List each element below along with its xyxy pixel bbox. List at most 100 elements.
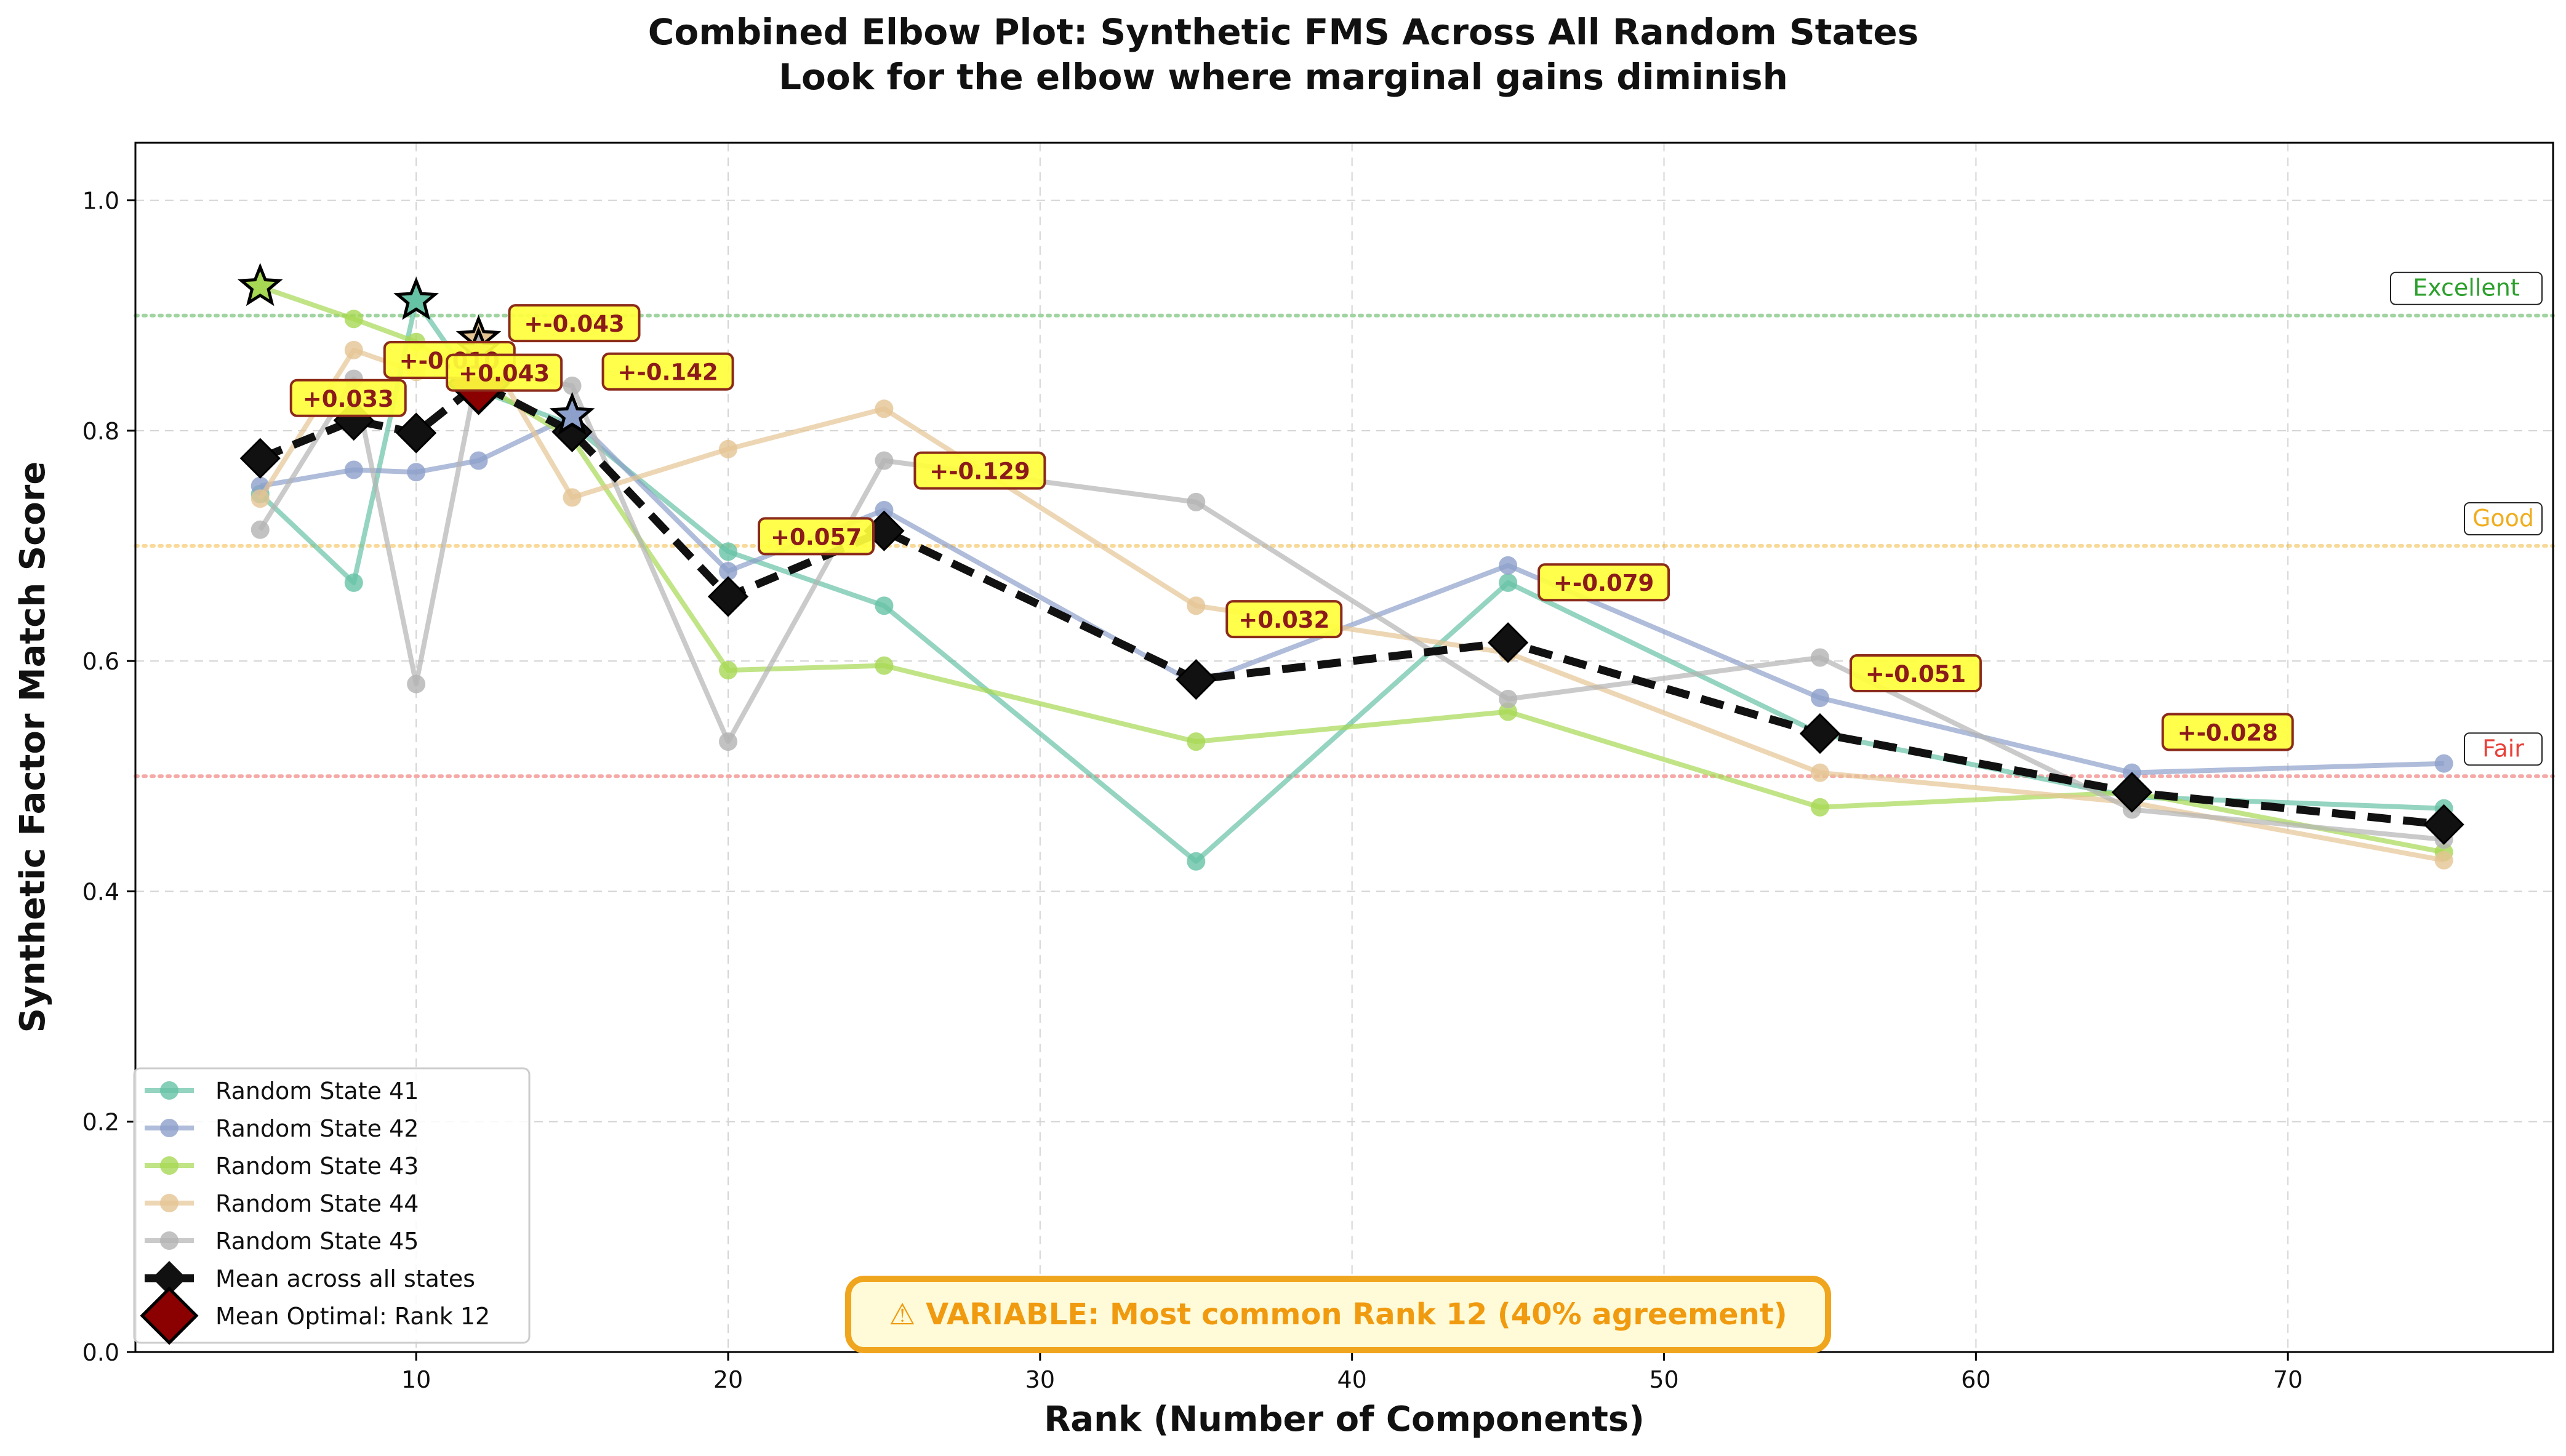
legend-marker — [160, 1119, 178, 1137]
chart-title-line-2: Look for the elbow where marginal gains … — [779, 56, 1788, 98]
delta-label: +-0.051 — [1866, 661, 1966, 687]
delta-label: +-0.028 — [2178, 719, 2278, 746]
series-point — [563, 488, 582, 507]
x-axis-label: Rank (Number of Components) — [1044, 1399, 1645, 1439]
delta-label-box — [913, 451, 1046, 490]
series-point — [2434, 850, 2453, 870]
delta-label-box — [446, 353, 563, 392]
series-point — [1187, 852, 1206, 871]
series-point — [1187, 732, 1206, 751]
y-tick-label: 0.0 — [82, 1339, 119, 1366]
legend-marker — [160, 1081, 178, 1100]
reference-label-good: Good — [2472, 505, 2534, 532]
annotation-text: ⚠ VARIABLE: Most common Rank 12 (40% agr… — [889, 1297, 1787, 1332]
legend-label: Random State 43 — [215, 1153, 419, 1180]
x-tick-label: 30 — [1025, 1366, 1055, 1393]
x-tick-label: 10 — [401, 1366, 431, 1393]
annotation-box-background — [845, 1276, 1831, 1353]
mean-marker — [239, 438, 281, 479]
series-point — [718, 732, 737, 751]
mean-marker — [1176, 658, 1217, 700]
series-point — [1499, 689, 1518, 708]
legend-marker — [160, 1194, 178, 1212]
mean-marker — [2423, 804, 2464, 846]
series-point — [1499, 556, 1518, 575]
y-tick-label: 0.6 — [82, 648, 119, 675]
delta-label: +0.057 — [771, 524, 862, 550]
series-point — [718, 439, 737, 458]
series-point — [344, 573, 363, 592]
delta-label-box — [601, 352, 734, 391]
delta-label: +-0.043 — [524, 311, 624, 337]
variable-warning-annotation: ⚠ VARIABLE: Most common Rank 12 (40% agr… — [845, 1276, 1831, 1353]
delta-label-box — [2161, 713, 2294, 751]
legend-marker — [160, 1231, 178, 1250]
reference-label-excellent: Excellent — [2413, 274, 2520, 302]
series-point — [344, 310, 363, 329]
series-point — [875, 451, 894, 470]
x-tick-label: 40 — [1337, 1366, 1366, 1393]
delta-label: +0.033 — [303, 386, 394, 412]
x-tick-label: 50 — [1649, 1366, 1678, 1393]
delta-label: +0.043 — [459, 361, 550, 387]
delta-label-box — [289, 378, 407, 417]
legend-marker — [160, 1156, 178, 1175]
optimal-star-marker — [549, 391, 595, 435]
series-point — [875, 399, 894, 418]
delta-label: +-0.142 — [617, 359, 718, 386]
series-point — [718, 661, 737, 680]
delta-label-box — [1538, 563, 1670, 602]
series-point — [407, 674, 426, 694]
reference-label-box — [2464, 502, 2543, 535]
series-point — [2434, 754, 2453, 773]
y-tick-label: 0.8 — [82, 418, 119, 445]
series-point — [469, 451, 488, 470]
series-point — [344, 460, 363, 479]
series-point — [718, 562, 737, 581]
series-point — [1499, 573, 1518, 592]
legend-marker — [152, 1261, 186, 1295]
y-tick-label: 0.2 — [82, 1109, 119, 1136]
mean-marker — [396, 412, 437, 454]
legend-label: Random State 41 — [215, 1078, 419, 1105]
x-tick-label: 70 — [2273, 1366, 2303, 1393]
series-point — [718, 542, 737, 561]
y-tick-label: 0.4 — [82, 878, 119, 905]
mean-marker — [1799, 713, 1841, 754]
mean-marker — [1487, 622, 1529, 663]
delta-label-box — [508, 304, 641, 343]
optimal-star-marker — [237, 263, 283, 306]
series-point — [875, 656, 894, 675]
series-point — [1810, 648, 1829, 667]
series-point — [563, 376, 582, 395]
series-point — [251, 489, 270, 508]
series-point — [1187, 492, 1206, 511]
delta-label: +-0.129 — [929, 458, 1030, 485]
delta-label: +0.032 — [1238, 607, 1329, 633]
optimal-star-marker — [393, 276, 439, 320]
series-point — [1187, 596, 1206, 615]
x-tick-label: 60 — [1961, 1366, 1991, 1393]
reference-label-box — [2390, 271, 2543, 305]
axes: 10 20 30 40 50 60 70 0.0 0.2 0.4 0.6 0.8 1.0 — [82, 188, 2303, 1393]
legend-label: Mean across all states — [215, 1265, 475, 1292]
series-point — [1499, 702, 1518, 721]
series-point — [407, 463, 426, 482]
series-point — [1810, 798, 1829, 817]
series-point — [1810, 763, 1829, 782]
chart-title-line-1: Combined Elbow Plot: Synthetic FMS Acros… — [648, 11, 1918, 53]
reference-label-box — [2464, 732, 2543, 766]
x-tick-label: 20 — [713, 1366, 743, 1393]
legend: Random State 41 Random State 42 Random Sta… — [133, 1067, 531, 1345]
legend-box — [133, 1067, 531, 1344]
mean-marker — [2111, 772, 2152, 813]
chart-title: Combined Elbow Plot: Synthetic FMS Acros… — [648, 11, 1918, 98]
legend-marker — [140, 1286, 199, 1345]
series-point — [1810, 689, 1829, 708]
delta-label-box — [1849, 654, 1982, 693]
series-point — [875, 500, 894, 519]
legend-label: Mean Optimal: Rank 12 — [215, 1303, 490, 1330]
reference-label-fair: Fair — [2482, 735, 2524, 762]
delta-label: +-0.079 — [1554, 570, 1654, 596]
